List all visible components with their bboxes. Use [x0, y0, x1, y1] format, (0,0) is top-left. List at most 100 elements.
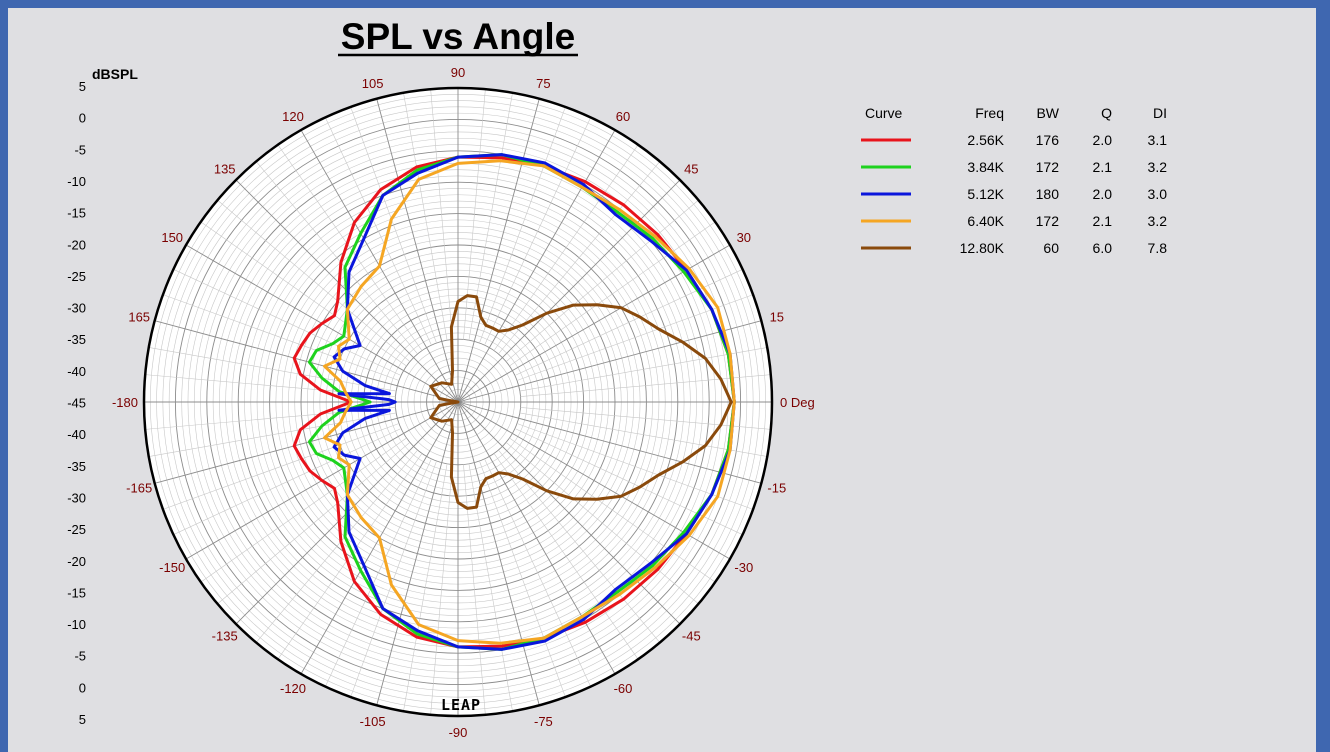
angle-tick-labels: 0 Deg 15 30 45 60 75 90 105 120 135 150 165 -180 -15 -…: [112, 65, 815, 740]
grid-spoke: [516, 423, 754, 510]
grid-spoke: [514, 269, 743, 376]
radial-tick-label: -25: [67, 269, 86, 284]
grid-spoke: [484, 117, 591, 346]
radial-tick-label: -40: [67, 427, 86, 442]
chart-title: SPL vs Angle: [341, 16, 575, 57]
angle-tick-label: -45: [682, 628, 701, 643]
grid-spoke: [255, 449, 418, 643]
grid-spoke: [479, 106, 566, 344]
grid-spoke: [463, 464, 486, 715]
grid-spoke: [162, 423, 400, 510]
legend-header: BW: [1036, 105, 1059, 121]
radial-tick-label: -20: [67, 554, 86, 569]
grid-spoke: [200, 221, 407, 367]
grid-spoke: [350, 106, 437, 344]
angle-tick-label: -165: [126, 480, 152, 495]
angle-tick-label: -15: [767, 480, 786, 495]
legend-cell: 2.1: [1093, 213, 1113, 229]
grid-spoke: [505, 442, 699, 605]
radial-tick-label: -35: [67, 332, 86, 347]
angle-tick-label: 165: [128, 310, 150, 325]
radial-tick-label: -30: [67, 301, 86, 316]
radial-tick-label: 0: [79, 680, 86, 695]
grid-spoke: [350, 460, 437, 698]
grid-spoke: [154, 401, 459, 484]
angle-tick-label: 45: [684, 162, 698, 177]
grid-spoke: [277, 144, 423, 351]
curve-line-5.12K: [332, 153, 736, 651]
leap-logo: LEAP: [441, 696, 481, 714]
grid-spoke: [493, 453, 639, 660]
grid-spoke: [162, 294, 400, 381]
grid-spoke: [498, 449, 661, 643]
legend-header: Freq: [975, 105, 1004, 121]
legend-cell: 12.80K: [960, 240, 1005, 256]
radial-tick-label: -15: [67, 585, 86, 600]
angle-tick-label: 75: [536, 76, 550, 91]
grid-spoke: [519, 347, 768, 392]
grid-spoke: [493, 144, 639, 351]
radial-tick-label: -45: [67, 396, 86, 411]
grid-spoke: [148, 412, 397, 457]
angle-tick-label: -90: [449, 725, 468, 740]
grid-spoke: [148, 347, 397, 392]
grid-spoke: [457, 401, 762, 484]
grid-spoke: [430, 464, 453, 715]
legend-cell: 60: [1043, 240, 1059, 256]
grid-spoke: [457, 129, 616, 403]
grid-spoke: [457, 401, 616, 675]
grid-spoke: [479, 460, 566, 698]
radial-tick-label: -15: [67, 206, 86, 221]
angle-tick-label: -150: [159, 560, 185, 575]
angle-tick-label: -60: [614, 681, 633, 696]
legend-cell: 6.0: [1093, 240, 1113, 256]
radial-tick-label: -20: [67, 237, 86, 252]
grid-spoke: [463, 89, 486, 340]
grid-spoke: [520, 407, 771, 430]
legend-cell: 172: [1036, 159, 1060, 175]
angle-tick-label: -75: [534, 714, 553, 729]
grid-spoke: [403, 463, 448, 712]
grid-spoke: [516, 294, 754, 381]
legend-cell: 3.1: [1148, 132, 1168, 148]
angle-tick-label: 120: [282, 109, 304, 124]
grid-spoke: [457, 401, 681, 625]
legend-cell: 2.0: [1093, 132, 1113, 148]
grid-spoke: [498, 161, 661, 355]
legend-cell: 180: [1036, 186, 1060, 202]
grid-spoke: [173, 428, 402, 535]
grid-spoke: [514, 428, 743, 535]
legend-cell: 2.1: [1093, 159, 1113, 175]
legend-cell: 7.8: [1148, 240, 1168, 256]
grid-spoke: [457, 98, 540, 403]
legend-header: DI: [1153, 105, 1167, 121]
radial-tick-label: -40: [67, 364, 86, 379]
angle-tick-label: -180: [112, 395, 138, 410]
grid-spoke: [457, 320, 762, 403]
curves-layer: [292, 153, 736, 651]
legend-header: Curve: [865, 105, 903, 121]
grid-spoke: [200, 437, 407, 583]
legend-cell: 172: [1036, 213, 1060, 229]
grid-spoke: [173, 269, 402, 376]
angle-tick-label: 90: [451, 65, 465, 80]
angle-tick-label: 30: [737, 230, 751, 245]
legend-cell: 2.56K: [967, 132, 1004, 148]
radial-tick-labels: 5 0 -5 -10 -15 -20 -25 -30 -35 -40 -45 -40 -35 -30 -25…: [67, 79, 86, 727]
angle-tick-label: 135: [214, 162, 236, 177]
polar-chart: 5 0 -5 -10 -15 -20 -25 -30 -35 -40 -45 -40 -35 -30 -25…: [67, 16, 1168, 740]
legend-cell: 3.2: [1148, 159, 1168, 175]
angle-tick-label: -30: [734, 560, 753, 575]
radial-tick-label: 5: [79, 712, 86, 727]
legend-cell: 3.84K: [967, 159, 1004, 175]
angle-tick-label: -135: [212, 628, 238, 643]
grid-spoke: [505, 199, 699, 362]
angle-tick-label: 60: [616, 109, 630, 124]
radial-tick-label: 0: [79, 111, 86, 126]
legend-cell: 2.0: [1093, 186, 1113, 202]
legend-cell: 5.12K: [967, 186, 1004, 202]
radial-tick-label: -10: [67, 617, 86, 632]
grid-spoke: [457, 179, 681, 403]
grid-spoke: [519, 412, 768, 457]
curve-line-12.80K: [429, 294, 733, 510]
